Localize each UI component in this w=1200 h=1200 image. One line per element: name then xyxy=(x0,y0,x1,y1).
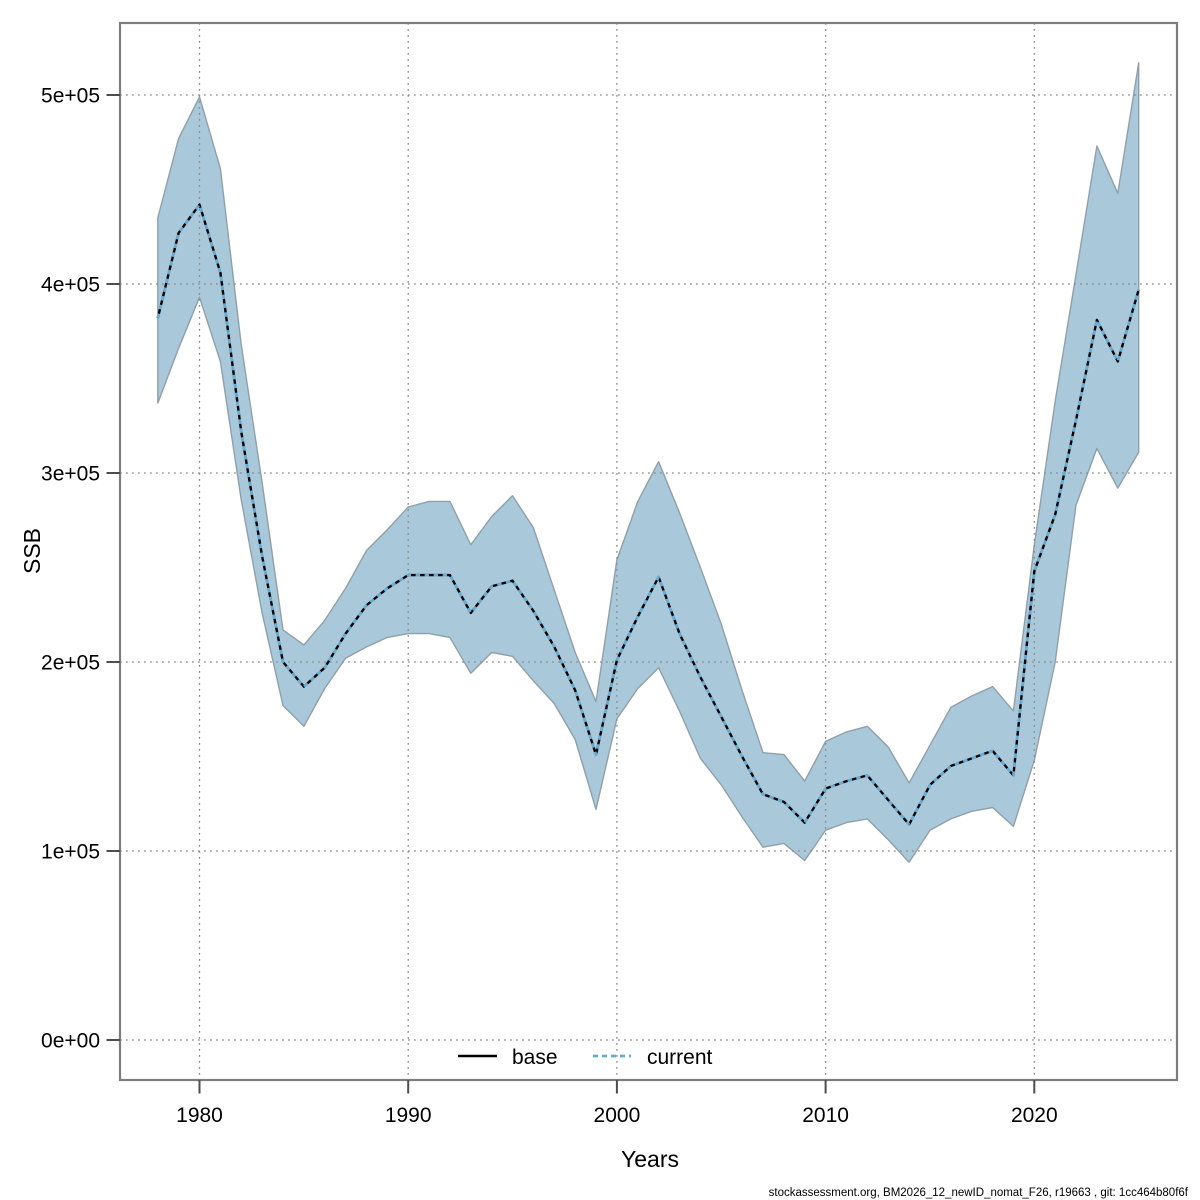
x-tick-label-2010: 2010 xyxy=(802,1104,849,1127)
y-tick-label-2e+05: 2e+05 xyxy=(41,652,100,675)
y-tick-label-3e+05: 3e+05 xyxy=(41,463,100,486)
confidence-band-layer xyxy=(157,62,1140,863)
y-axis-title: SSB xyxy=(19,528,45,574)
x-tick-label-1990: 1990 xyxy=(385,1104,432,1127)
y-tick-label-5e+05: 5e+05 xyxy=(41,85,100,108)
y-tick-label-1e+05: 1e+05 xyxy=(41,841,100,864)
x-axis-title: Years xyxy=(621,1146,679,1172)
x-tick-label-1980: 1980 xyxy=(176,1104,223,1127)
axes-frame-layer: 0e+00 1e+05 2e+05 3e+05 4e+05 5e+05 1980 1990 20… xyxy=(41,21,1179,1127)
legend-base-label: base xyxy=(512,1046,558,1069)
x-tick-label-2000: 2000 xyxy=(594,1104,641,1127)
y-tick-label-0e+00: 0e+00 xyxy=(41,1030,100,1053)
series-line-layer xyxy=(156,203,1141,826)
current-series-line xyxy=(156,203,1141,826)
legend: base current xyxy=(458,1046,713,1069)
plot-frame xyxy=(118,21,1179,1082)
grid-layer xyxy=(120,23,1177,1080)
x-tick-label-2020: 2020 xyxy=(1011,1104,1058,1127)
legend-current-label: current xyxy=(647,1046,713,1069)
footer-note: stockassessment.org, BM2026_12_newID_nom… xyxy=(769,1187,1189,1199)
y-tick-label-4e+05: 4e+05 xyxy=(41,274,100,297)
confidence-band xyxy=(157,62,1140,863)
